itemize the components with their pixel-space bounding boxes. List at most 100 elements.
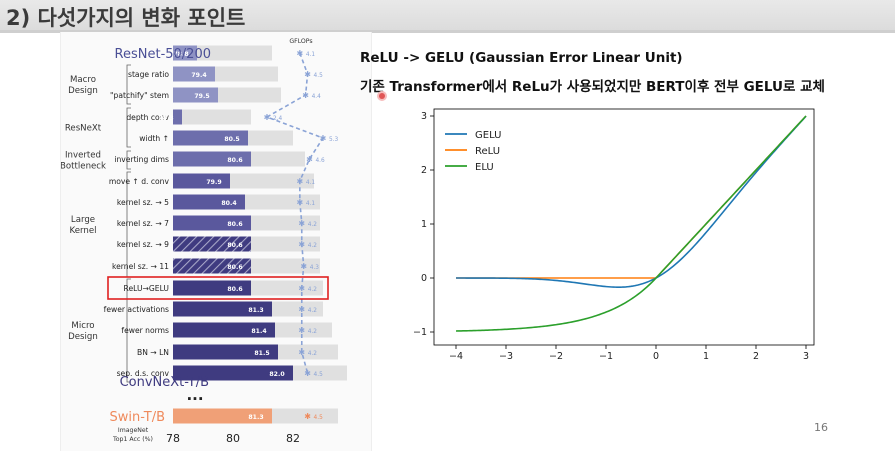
convnext-ablation-chart: MacroDesignResNeXtInvertedBottleneckLarg… bbox=[60, 38, 347, 445]
bar-row-kernel-sz-5-label: kernel sz. → 5 bbox=[117, 198, 169, 207]
activation-function-plot-panel: −4 −3 −2 −1 0 1 2 3 −1 0 1 2 3 GELU ReLU ELU bbox=[409, 99, 817, 401]
gflops-value-fewer-norms: 4.2 bbox=[308, 329, 318, 335]
ellipsis-label: ... bbox=[186, 386, 203, 404]
legend-label-elu: ELU bbox=[475, 162, 494, 173]
group-inverted-bottleneck-label: Inverted bbox=[65, 151, 101, 161]
x-tick-label--3: −3 bbox=[499, 351, 513, 362]
x-tick-label-0: 0 bbox=[653, 351, 659, 362]
gflops-point-kernel-sz-11: ✱ bbox=[300, 262, 307, 271]
y-tick-label-1: 1 bbox=[421, 219, 427, 230]
bar-row-stage-ratio-acc-label: 79.4 bbox=[191, 72, 207, 79]
group-macro-design-label: Macro bbox=[70, 75, 96, 85]
gflops-point-move-d-conv: ✱ bbox=[296, 177, 303, 186]
gflops-value-depth-conv: 2.4 bbox=[273, 116, 283, 122]
bar-row-fewer-activations-small-bar bbox=[173, 301, 272, 317]
bar-row-move-d-conv-label: move ↑ d. conv bbox=[109, 177, 170, 186]
bar-row-resnet-50-200-large-bar bbox=[173, 45, 272, 61]
bar-row-fewer-activations-acc-label: 81.3 bbox=[248, 307, 263, 314]
legend-label-relu: ReLU bbox=[475, 146, 500, 157]
bar-row-kernel-sz-7-label: kernel sz. → 7 bbox=[117, 219, 169, 228]
gflops-point-kernel-sz-9: ✱ bbox=[298, 240, 305, 249]
y-tick-label-0: 0 bbox=[421, 273, 427, 284]
gflops-value-stage-ratio: 4.5 bbox=[314, 73, 324, 79]
x-tick-78: 78 bbox=[166, 432, 180, 445]
plot-frame bbox=[433, 108, 815, 346]
x-axis-label-line2: Top1 Acc (%) bbox=[112, 436, 153, 443]
bar-row-swin-t-b-acc-label: 81.3 bbox=[248, 414, 263, 421]
gflops-axis-label: GFLOPs bbox=[289, 38, 312, 45]
model-label-resnet: ResNet-50/200 bbox=[115, 47, 211, 62]
gflops-value-swin-t-b: 4.5 bbox=[314, 415, 324, 421]
slide-title: 2) 다섯가지의 변화 포인트 bbox=[6, 6, 246, 30]
bar-row-depth-conv-large-bar bbox=[173, 109, 251, 125]
gflops-value-kernel-sz-5: 4.1 bbox=[306, 201, 316, 207]
gflops-point-relu-gelu: ✱ bbox=[298, 284, 305, 293]
bar-row-sep-d-s-conv-label: sep. d.s. conv bbox=[117, 369, 170, 378]
bar-row-depth-conv-acc-label: 78.3 bbox=[158, 115, 173, 122]
relu-gelu-highlight-box bbox=[107, 276, 329, 300]
bar-row-depth-conv-label: depth conv bbox=[126, 113, 169, 122]
bar-row-fewer-norms-small-bar bbox=[173, 322, 275, 338]
gflops-point-kernel-sz-7: ✱ bbox=[298, 219, 305, 228]
gflops-point-swin-t-b: ✱ bbox=[304, 412, 311, 421]
group-macro-design-label: Design bbox=[68, 86, 98, 96]
bar-row-depth-conv-small-bar bbox=[173, 109, 182, 125]
gflops-point-resnet-50-200: ✱ bbox=[296, 49, 303, 58]
x-tick-label--4: −4 bbox=[449, 351, 463, 362]
x-tick-label-3: 3 bbox=[803, 351, 809, 362]
x-axis-label-line1: ImageNet bbox=[118, 427, 149, 434]
relu-gelu-heading: ReLU -> GELU (Gaussian Error Linear Unit… bbox=[360, 50, 683, 66]
gflops-point-kernel-sz-5: ✱ bbox=[296, 198, 303, 207]
gflops-point-bn-ln: ✱ bbox=[298, 348, 305, 357]
gflops-value-patchify-stem: 4.4 bbox=[312, 94, 322, 100]
bar-row-relu-gelu-small-bar bbox=[173, 280, 251, 296]
bar-row-inverting-dims-small-bar bbox=[173, 151, 251, 167]
model-label-swin: Swin-T/B bbox=[110, 410, 165, 425]
y-tick-label--1: −1 bbox=[413, 327, 427, 338]
bar-row-stage-ratio-label: stage ratio bbox=[128, 70, 169, 79]
bar-row-inverting-dims-acc-label: 80.6 bbox=[227, 157, 242, 164]
series-line-gelu bbox=[456, 115, 807, 288]
slide-header-bar bbox=[0, 0, 895, 30]
bar-row-kernel-sz-7-acc-label: 80.6 bbox=[227, 221, 242, 228]
bar-row-kernel-sz-5-small-bar bbox=[173, 194, 245, 210]
bar-row-move-d-conv-small-bar bbox=[173, 173, 230, 189]
gflops-value-bn-ln: 4.2 bbox=[308, 351, 318, 357]
bar-row-bn-ln-small-bar bbox=[173, 344, 278, 360]
bar-row-width-small-bar bbox=[173, 130, 248, 146]
bar-row-sep-d-s-conv-acc-label: 82.0 bbox=[269, 371, 285, 378]
gflops-value-fewer-activations: 4.2 bbox=[308, 308, 318, 314]
bar-row-patchify-stem-small-bar bbox=[173, 87, 218, 103]
bar-row-kernel-sz-9-acc-label: 80.6 bbox=[227, 242, 242, 249]
group-micro-design-bracket bbox=[126, 278, 131, 383]
gflops-point-stage-ratio: ✱ bbox=[304, 70, 311, 79]
y-tick-label-3: 3 bbox=[421, 111, 427, 122]
bar-row-relu-gelu-label: ReLU→GELU bbox=[124, 284, 169, 293]
group-inverted-bottleneck-bracket bbox=[126, 150, 131, 170]
group-micro-design-label: Micro bbox=[71, 321, 94, 331]
gflops-point-width: ✱ bbox=[320, 134, 327, 143]
gelu-description: 기존 Transformer에서 ReLu가 사용되었지만 BERT이후 전부 … bbox=[360, 79, 825, 95]
bar-row-fewer-norms-label: fewer norms bbox=[121, 326, 169, 335]
laser-pointer-icon bbox=[379, 93, 385, 99]
gflops-value-inverting-dims: 4.6 bbox=[315, 158, 325, 164]
bar-row-stage-ratio-small-bar bbox=[173, 66, 215, 82]
group-macro-design-bracket bbox=[126, 64, 131, 105]
bar-row-resnet-50-200-acc-label: 78.8 bbox=[173, 51, 188, 58]
group-large-kernel-label: Large bbox=[71, 215, 95, 225]
bar-row-kernel-sz-5-acc-label: 80.4 bbox=[221, 200, 237, 207]
page-number: 16 bbox=[814, 421, 828, 434]
gflops-value-kernel-sz-9: 4.2 bbox=[308, 243, 318, 249]
gflops-value-sep-d-s-conv: 4.5 bbox=[314, 372, 324, 378]
x-tick-label-1: 1 bbox=[703, 351, 709, 362]
gflops-point-inverting-dims: ✱ bbox=[306, 155, 313, 164]
bar-row-width-label: width ↑ bbox=[139, 134, 169, 143]
bar-row-swin-t-b-small-bar bbox=[173, 408, 272, 424]
x-tick-80: 80 bbox=[226, 432, 240, 445]
y-tick-label-2: 2 bbox=[421, 165, 427, 176]
bar-row-kernel-sz-9-label: kernel sz. → 9 bbox=[117, 240, 169, 249]
bar-row-bn-ln-acc-label: 81.5 bbox=[254, 350, 269, 357]
bar-row-kernel-sz-7-small-bar bbox=[173, 215, 251, 231]
gflops-point-sep-d-s-conv: ✱ bbox=[304, 369, 311, 378]
series-line-elu bbox=[455, 115, 807, 332]
